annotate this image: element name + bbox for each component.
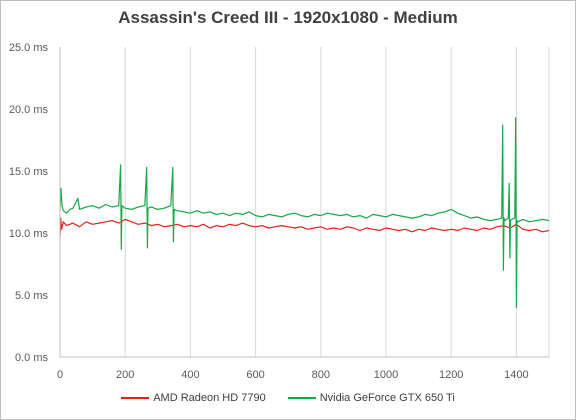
x-tick-label: 1000 <box>374 369 398 381</box>
legend: AMD Radeon HD 7790 Nvidia GeForce GTX 65… <box>0 392 576 404</box>
series-line-amd <box>59 217 550 239</box>
y-tick-label: 25.0 ms <box>9 42 49 54</box>
legend-swatch-amd <box>121 397 150 399</box>
x-tick-label: 800 <box>312 369 330 381</box>
legend-item-nvidia: Nvidia GeForce GTX 650 Ti <box>287 392 455 404</box>
legend-item-amd: AMD Radeon HD 7790 <box>121 392 266 404</box>
y-tick-label: 0.0 ms <box>15 352 49 364</box>
axis-layer: 0.0 ms 5.0 ms 10.0 ms 15.0 ms 20.0 ms 25.0 ms… <box>9 42 549 381</box>
x-tick-label: 0 <box>57 369 63 381</box>
series-line-nvidia <box>59 117 550 308</box>
legend-swatch-nvidia <box>287 397 316 399</box>
x-tick-label: 1200 <box>439 369 463 381</box>
y-tick-label: 20.0 ms <box>9 104 49 116</box>
y-tick-label: 5.0 ms <box>15 290 49 302</box>
y-tick-label: 15.0 ms <box>9 166 49 178</box>
grid-layer <box>124 47 550 357</box>
y-tick-label: 10.0 ms <box>9 228 49 240</box>
legend-label-nvidia: Nvidia GeForce GTX 650 Ti <box>319 392 455 404</box>
chart-title: Assassin's Creed III - 1920x1080 - Mediu… <box>118 8 458 27</box>
x-tick-label: 400 <box>181 369 199 381</box>
legend-label-amd: AMD Radeon HD 7790 <box>153 392 266 404</box>
x-tick-label: 200 <box>116 369 134 381</box>
x-tick-label: 1400 <box>504 369 528 381</box>
x-tick-label: 600 <box>246 369 264 381</box>
series-layer <box>59 117 550 308</box>
